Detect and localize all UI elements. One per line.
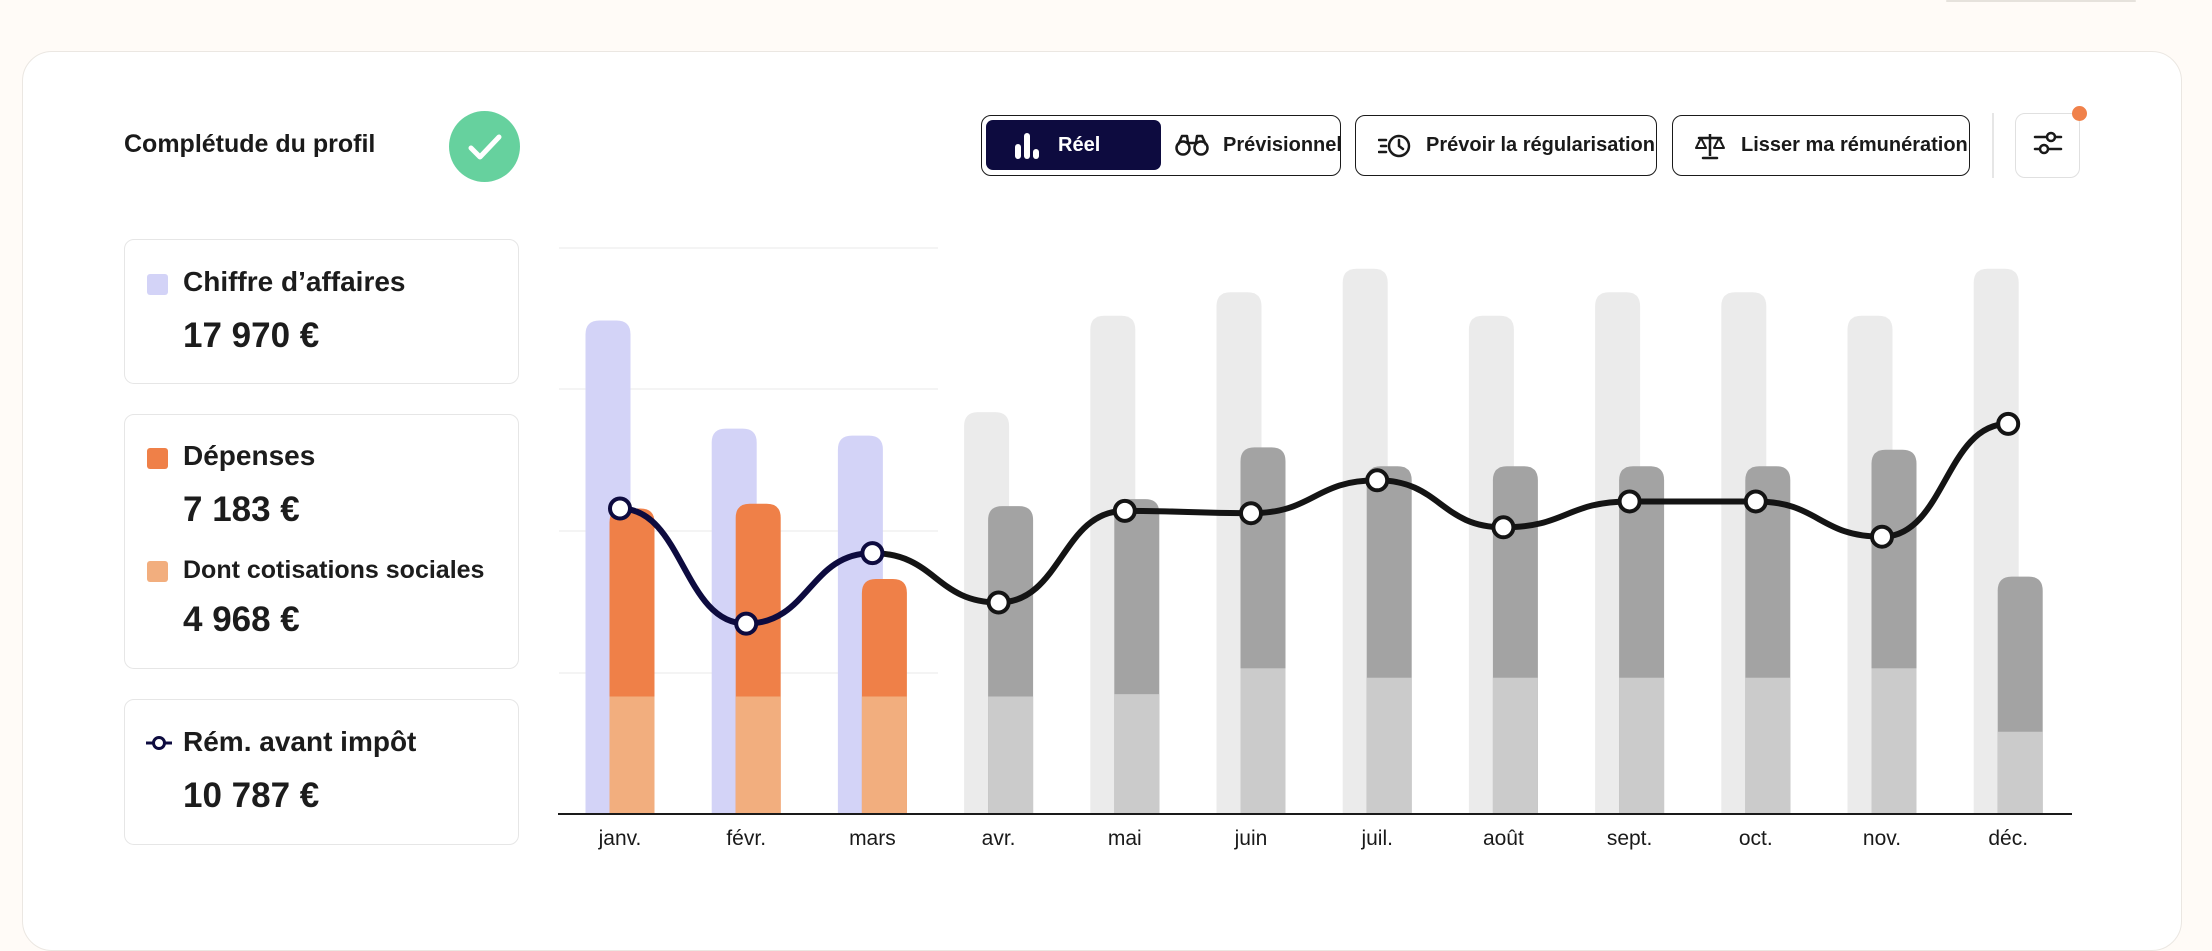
previsionnel-label: Prévisionnel (1223, 133, 1342, 156)
bar-cotisations (1619, 677, 1665, 814)
scale-balance-icon (1695, 132, 1725, 160)
profile-completion-title: Complétude du profil (124, 130, 376, 158)
depenses-label: Dépenses (183, 440, 316, 471)
cotisations-label: Dont cotisations sociales (183, 556, 485, 584)
month-label: juil. (1360, 827, 1393, 850)
point-remuneration (1870, 524, 1894, 549)
bar-cotisations (1997, 731, 2043, 814)
point-remuneration (1743, 489, 1768, 514)
prevoir-regularisation-button[interactable]: Prévoir la régularisation (1355, 115, 1657, 176)
stat-card-depenses: Dépenses 7 183 € Dont cotisations social… (124, 414, 519, 669)
chiffre-affaires-swatch (147, 274, 168, 295)
clock-timer-icon (1377, 133, 1412, 159)
lisser-remuneration-button[interactable]: Lisser ma rémunération (1672, 115, 1970, 176)
bar-cotisations (1745, 677, 1791, 814)
stat-card-chiffre-affaires: Chiffre d’affaires 17 970 € (124, 239, 519, 384)
previsionnel-toggle-button[interactable]: Prévisionnel (1169, 120, 1342, 170)
lisser-label: Lisser ma rémunération (1741, 134, 1968, 156)
point-remuneration (1617, 489, 1642, 514)
monthly-chart: janv. févr. mars avr. mai juin juil. août sept. o… (558, 247, 2072, 850)
month-label: oct. (1739, 827, 1773, 850)
month-label: août (1483, 827, 1524, 850)
cotisations-swatch (147, 561, 168, 582)
reel-toggle-button[interactable]: Réel (986, 120, 1161, 170)
bar-cotisations (735, 696, 781, 814)
bar-cotisations (988, 696, 1034, 814)
point-remuneration (1365, 468, 1390, 493)
point-remuneration (734, 611, 759, 636)
month-label: sept. (1607, 827, 1653, 850)
month-label: déc. (1988, 827, 2028, 850)
toolbar-divider (1992, 113, 1994, 178)
point-remuneration (1112, 498, 1137, 523)
month-label: janv. (598, 827, 642, 850)
settings-sliders-button[interactable] (2015, 113, 2080, 178)
month-label: juin (1234, 827, 1268, 850)
month-label: avr. (982, 827, 1016, 850)
chiffre-affaires-value: 17 970 € (183, 316, 320, 355)
chiffre-affaires-label: Chiffre d’affaires (183, 266, 406, 297)
profile-complete-check-icon (449, 111, 520, 182)
bar-cotisations (1114, 694, 1160, 814)
sliders-icon (2033, 130, 2063, 161)
depenses-value: 7 183 € (183, 490, 300, 529)
bar-cotisations (861, 696, 907, 814)
bar-cotisations (1492, 677, 1538, 814)
bar-cotisations (1871, 668, 1917, 814)
point-remuneration (1996, 411, 2021, 436)
remuneration-value: 10 787 € (183, 776, 320, 815)
binoculars-icon (1175, 133, 1209, 157)
bar-chart-icon (1014, 131, 1040, 159)
cotisations-value: 4 968 € (183, 600, 300, 639)
notification-dot (2072, 106, 2087, 121)
point-remuneration (986, 590, 1011, 615)
point-remuneration (860, 541, 885, 566)
month-label: nov. (1863, 827, 1901, 850)
month-label: mars (849, 827, 896, 850)
point-remuneration (1239, 501, 1263, 526)
point-remuneration (608, 496, 632, 521)
bar-cotisations (1366, 677, 1412, 814)
depenses-swatch (147, 448, 168, 469)
stat-card-remuneration: Rém. avant impôt 10 787 € (124, 699, 519, 845)
bar-cotisations (1240, 668, 1286, 814)
line-remuneration-forecast (869, 420, 2012, 606)
reel-label: Réel (1058, 133, 1101, 156)
bar-cotisations (609, 696, 655, 814)
remuneration-label: Rém. avant impôt (183, 726, 417, 757)
top-strip (1946, 0, 2136, 2)
point-remuneration (1491, 515, 1516, 540)
line-legend-icon (145, 735, 173, 751)
regularisation-label: Prévoir la régularisation (1426, 134, 1655, 156)
month-label: mai (1108, 827, 1142, 850)
view-toggle: Réel Prévisionnel (981, 115, 1342, 176)
month-label: févr. (726, 827, 766, 850)
